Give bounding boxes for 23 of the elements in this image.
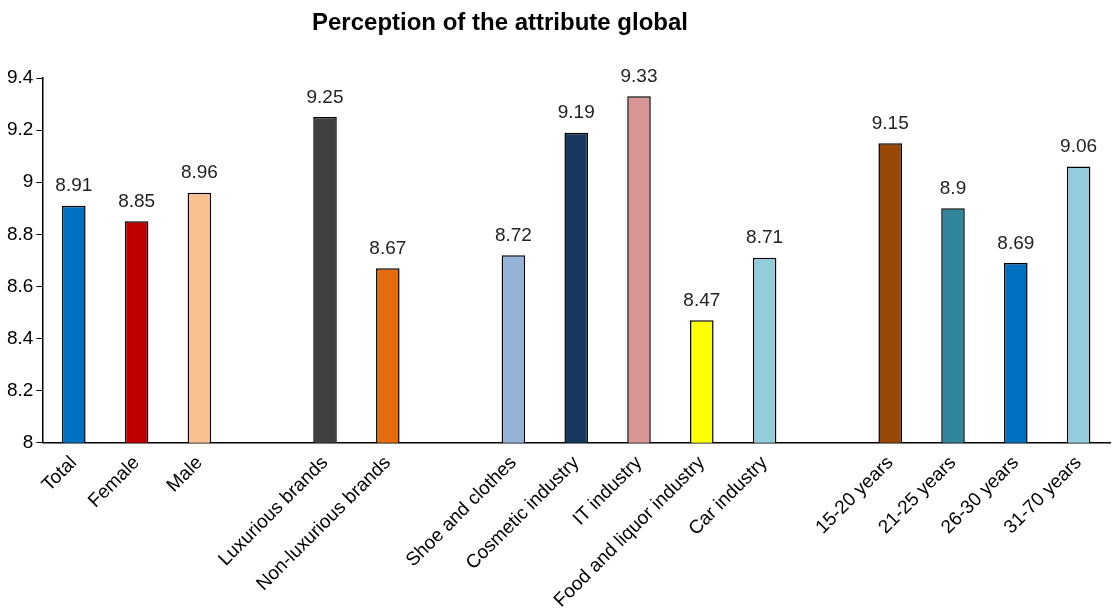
y-tick-label: 9.2 bbox=[6, 118, 34, 140]
data-label: 9.19 bbox=[557, 101, 595, 123]
y-tick-label: 8 bbox=[22, 430, 34, 452]
y-tick-label: 9.4 bbox=[6, 66, 34, 88]
data-label: 9.06 bbox=[1060, 135, 1098, 157]
y-tick-label: 8.2 bbox=[6, 378, 34, 400]
y-tick-label: 8.6 bbox=[6, 274, 34, 296]
data-label: 8.96 bbox=[180, 161, 218, 183]
data-label: 8.71 bbox=[746, 226, 784, 248]
data-label: 8.72 bbox=[494, 223, 532, 245]
data-label: 8.69 bbox=[997, 231, 1035, 253]
data-label: 8.67 bbox=[369, 236, 407, 258]
data-label: 9.25 bbox=[306, 85, 344, 107]
y-tick-label: 8.8 bbox=[6, 222, 34, 244]
data-label: 9.15 bbox=[871, 111, 909, 133]
y-tick-label: 9 bbox=[22, 170, 34, 192]
y-tick-label: 8.4 bbox=[6, 326, 34, 348]
data-label: 8.91 bbox=[55, 174, 93, 196]
data-label: 8.9 bbox=[939, 177, 967, 198]
data-label: 8.85 bbox=[118, 190, 156, 212]
data-label: 9.33 bbox=[620, 64, 658, 86]
data-label: 8.47 bbox=[683, 289, 721, 311]
chart-title: Perception of the attribute global bbox=[311, 8, 689, 36]
